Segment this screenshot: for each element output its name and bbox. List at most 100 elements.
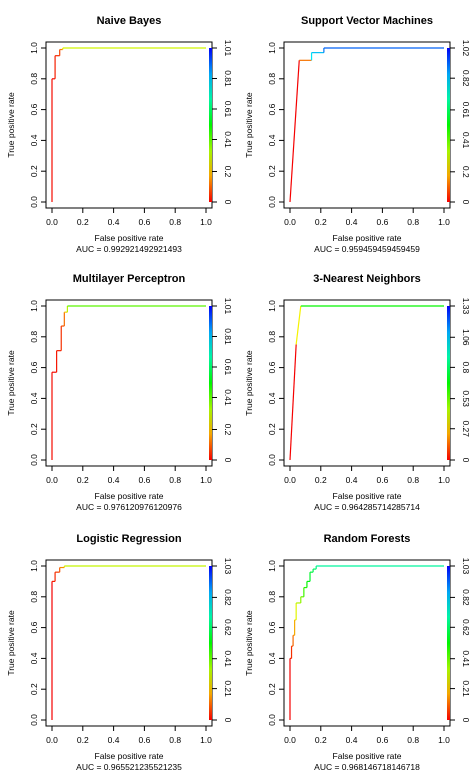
auc-label: AUC = 0.959459459459459 — [314, 244, 420, 254]
colorbar — [209, 566, 212, 720]
x-tick-label: 0.8 — [407, 475, 419, 485]
colorbar — [209, 48, 212, 202]
x-tick-label: 0.6 — [376, 735, 388, 745]
colorbar-tick-label: 0.53 — [461, 390, 471, 407]
colorbar-tick-label: 0.61 — [461, 102, 471, 119]
y-tick-label: 0.8 — [267, 331, 277, 343]
colorbar-tick-label: 0.41 — [461, 650, 471, 667]
x-tick-label: 0.6 — [376, 217, 388, 227]
x-axis: 0.0 0.2 0.4 0.6 0.8 1.0 — [46, 208, 212, 227]
plot-frame — [283, 41, 451, 209]
roc-segment — [295, 305, 302, 345]
y-tick-label: 1.0 — [29, 42, 39, 54]
x-tick-label: 0.2 — [77, 735, 89, 745]
y-axis: 0.0 0.2 0.4 0.6 0.8 1.0 — [29, 300, 46, 466]
colorbar — [447, 48, 450, 202]
colorbar-axis: 0 0.2 0.41 0.61 0.81 1.01 — [212, 40, 233, 205]
x-tick-label: 1.0 — [438, 735, 450, 745]
x-tick-label: 0.2 — [315, 475, 327, 485]
x-tick-label: 0.8 — [407, 735, 419, 745]
x-axis-label: False positive rate — [95, 233, 164, 243]
y-tick-label: 1.0 — [267, 560, 277, 572]
x-tick-label: 0.6 — [376, 475, 388, 485]
plot-frame — [45, 41, 213, 209]
colorbar-tick-label: 0 — [223, 718, 233, 723]
colorbar-tick-label: 0.81 — [223, 328, 233, 345]
panel-title: Logistic Regression — [76, 533, 181, 545]
y-tick-label: 0.2 — [267, 423, 277, 435]
colorbar-tick-label: 0.41 — [223, 131, 233, 148]
auc-label: AUC = 0.976120976120976 — [76, 502, 182, 512]
x-tick-label: 1.0 — [200, 735, 212, 745]
y-axis: 0.0 0.2 0.4 0.6 0.8 1.0 — [29, 560, 46, 726]
colorbar-tick-label: 0 — [223, 200, 233, 205]
x-tick-label: 0.4 — [108, 735, 120, 745]
y-tick-label: 0.8 — [29, 331, 39, 343]
panel-title: Multilayer Perceptron — [73, 273, 186, 285]
y-tick-label: 0.2 — [29, 423, 39, 435]
auc-label: AUC = 0.992921492921493 — [76, 244, 182, 254]
y-tick-label: 0.0 — [267, 714, 277, 726]
y-tick-label: 0.2 — [267, 683, 277, 695]
colorbar-tick-label: 0.27 — [461, 420, 471, 437]
roc-curve — [51, 47, 206, 202]
y-axis-label: True positive rate — [244, 92, 254, 158]
colorbar-tick-label: 1.01 — [223, 298, 233, 315]
y-axis-label: True positive rate — [244, 350, 254, 416]
x-tick-label: 0.6 — [138, 217, 150, 227]
x-tick-label: 0.8 — [169, 217, 181, 227]
x-tick-label: 1.0 — [438, 217, 450, 227]
colorbar-tick-label: 1.03 — [461, 558, 471, 575]
colorbar-axis: 0 0.21 0.41 0.62 0.82 1.03 — [212, 558, 233, 723]
x-axis-label: False positive rate — [95, 491, 164, 501]
x-tick-label: 0.0 — [284, 735, 296, 745]
x-tick-label: 1.0 — [200, 475, 212, 485]
y-tick-label: 1.0 — [29, 300, 39, 312]
colorbar — [447, 306, 450, 460]
colorbar-tick-label: 0 — [223, 458, 233, 463]
panel-title: Support Vector Machines — [301, 15, 433, 27]
x-axis: 0.0 0.2 0.4 0.6 0.8 1.0 — [46, 726, 212, 745]
x-axis: 0.0 0.2 0.4 0.6 0.8 1.0 — [284, 466, 450, 485]
y-tick-label: 0.4 — [267, 652, 277, 664]
roc-curve — [51, 305, 206, 460]
roc-panel-2: Support Vector Machines 0.0 0.2 0.4 0.6 0.8 1.… — [244, 15, 471, 254]
colorbar-axis: 0 0.2 0.41 0.61 0.82 1.02 — [450, 40, 471, 205]
y-tick-label: 0.6 — [267, 621, 277, 633]
x-axis-label: False positive rate — [333, 491, 402, 501]
colorbar-tick-label: 0.82 — [223, 589, 233, 606]
x-tick-label: 0.2 — [315, 217, 327, 227]
colorbar-tick-label: 0.21 — [223, 680, 233, 697]
plot-frame — [283, 299, 451, 467]
x-tick-label: 0.8 — [407, 217, 419, 227]
roc-segment — [289, 344, 297, 461]
y-axis: 0.0 0.2 0.4 0.6 0.8 1.0 — [267, 560, 284, 726]
x-tick-label: 0.2 — [77, 475, 89, 485]
x-tick-label: 0.0 — [46, 217, 58, 227]
colorbar-tick-label: 0 — [461, 200, 471, 205]
y-tick-label: 0.2 — [29, 165, 39, 177]
y-tick-label: 0.2 — [267, 165, 277, 177]
x-axis-label: False positive rate — [95, 751, 164, 761]
colorbar-axis: 0 0.21 0.41 0.62 0.82 1.03 — [450, 558, 471, 723]
y-tick-label: 0.8 — [29, 73, 39, 85]
x-tick-label: 0.6 — [138, 735, 150, 745]
roc-curve — [289, 565, 444, 720]
x-tick-label: 1.0 — [438, 475, 450, 485]
y-tick-label: 0.0 — [29, 454, 39, 466]
colorbar — [209, 306, 212, 460]
auc-label: AUC = 0.968146718146718 — [314, 762, 420, 772]
y-axis-label: True positive rate — [6, 92, 16, 158]
colorbar-tick-label: 0.21 — [461, 680, 471, 697]
auc-label: AUC = 0.964285714285714 — [314, 502, 420, 512]
colorbar-tick-label: 0.41 — [223, 389, 233, 406]
colorbar-tick-label: 0.41 — [461, 132, 471, 149]
y-tick-label: 0.4 — [29, 652, 39, 664]
colorbar-tick-label: 0.41 — [223, 650, 233, 667]
y-axis-label: True positive rate — [6, 610, 16, 676]
